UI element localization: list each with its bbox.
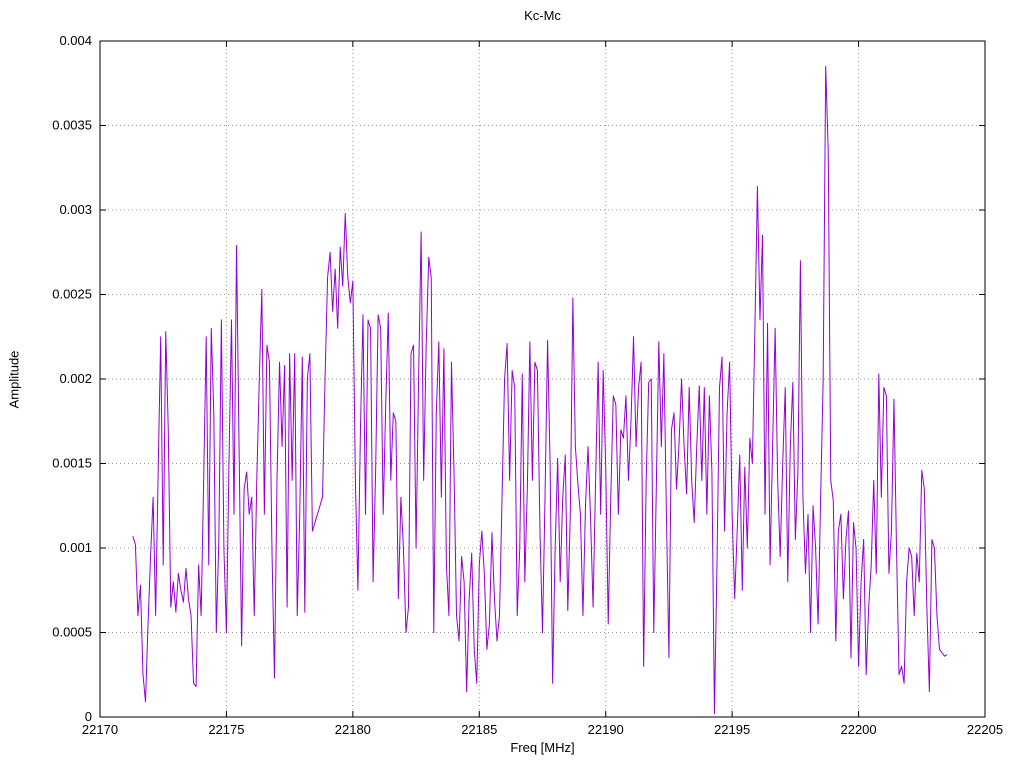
x-tick-label: 22200 [840, 722, 876, 737]
x-axis-label: Freq [MHz] [510, 740, 575, 755]
series-line-Kc-Mc [132, 65, 948, 715]
y-tick-label: 0.0015 [52, 456, 92, 471]
y-tick-label: 0.0025 [52, 287, 92, 302]
x-tick-label: 22195 [714, 722, 750, 737]
x-tick-label: 22170 [82, 722, 118, 737]
y-tick-label: 0.003 [59, 202, 92, 217]
plot-border [99, 40, 986, 718]
y-axis-label: Amplitude [6, 350, 22, 409]
chart-title: Kc-Mc [524, 8, 561, 23]
y-tick-label: 0.002 [59, 371, 92, 386]
x-tick-label: 22175 [208, 722, 244, 737]
x-tick-label: 22205 [967, 722, 1003, 737]
tick-labels: 22170 22175 22180 22185 22190 22195 22200 22205… [52, 33, 1003, 737]
x-tick-label: 22185 [461, 722, 497, 737]
y-tick-label: 0.001 [59, 540, 92, 555]
x-tick-label: 22190 [588, 722, 624, 737]
y-tick-label: 0.0005 [52, 625, 92, 640]
data-series [132, 65, 948, 715]
y-tick-label: 0 [85, 709, 92, 724]
x-tick-label: 22180 [335, 722, 371, 737]
y-tick-label: 0.004 [59, 33, 92, 48]
y-tick-label: 0.0035 [52, 118, 92, 133]
